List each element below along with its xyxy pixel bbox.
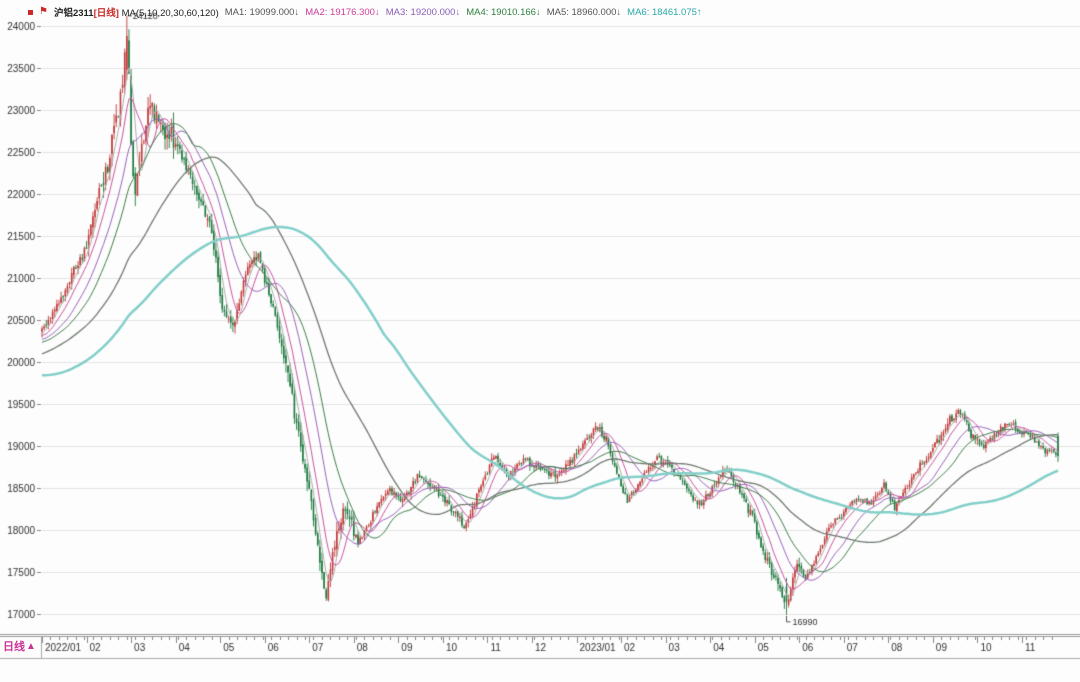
- ma6-readout: MA6: 18461.075↑: [627, 6, 702, 18]
- period-selector[interactable]: 日线 ▲: [3, 638, 36, 654]
- ma3-readout: MA3: 19200.000↓: [385, 6, 461, 18]
- flag-icon[interactable]: ⚑: [39, 6, 48, 17]
- red-marker-icon[interactable]: [28, 9, 33, 15]
- indicator-header: ⚑ 沪铝2311[日线] MA(5,10,20,30,60,120) MA1: …: [28, 5, 702, 19]
- ma-settings-label: MA(5,10,20,30,60,120): [121, 8, 219, 19]
- triangle-up-icon: ▲: [26, 640, 36, 652]
- instrument-title: 沪铝2311: [53, 8, 94, 19]
- ma1-readout: MA1: 19099.000↓: [224, 6, 300, 18]
- period-tag: [日线]: [93, 8, 119, 19]
- ma4-readout: MA4: 19010.166↓: [466, 6, 541, 18]
- period-label-text: 日线: [3, 641, 25, 653]
- ma5-readout: MA5: 18960.000↓: [546, 6, 622, 18]
- ma2-readout: MA2: 19176.300↓: [305, 6, 380, 18]
